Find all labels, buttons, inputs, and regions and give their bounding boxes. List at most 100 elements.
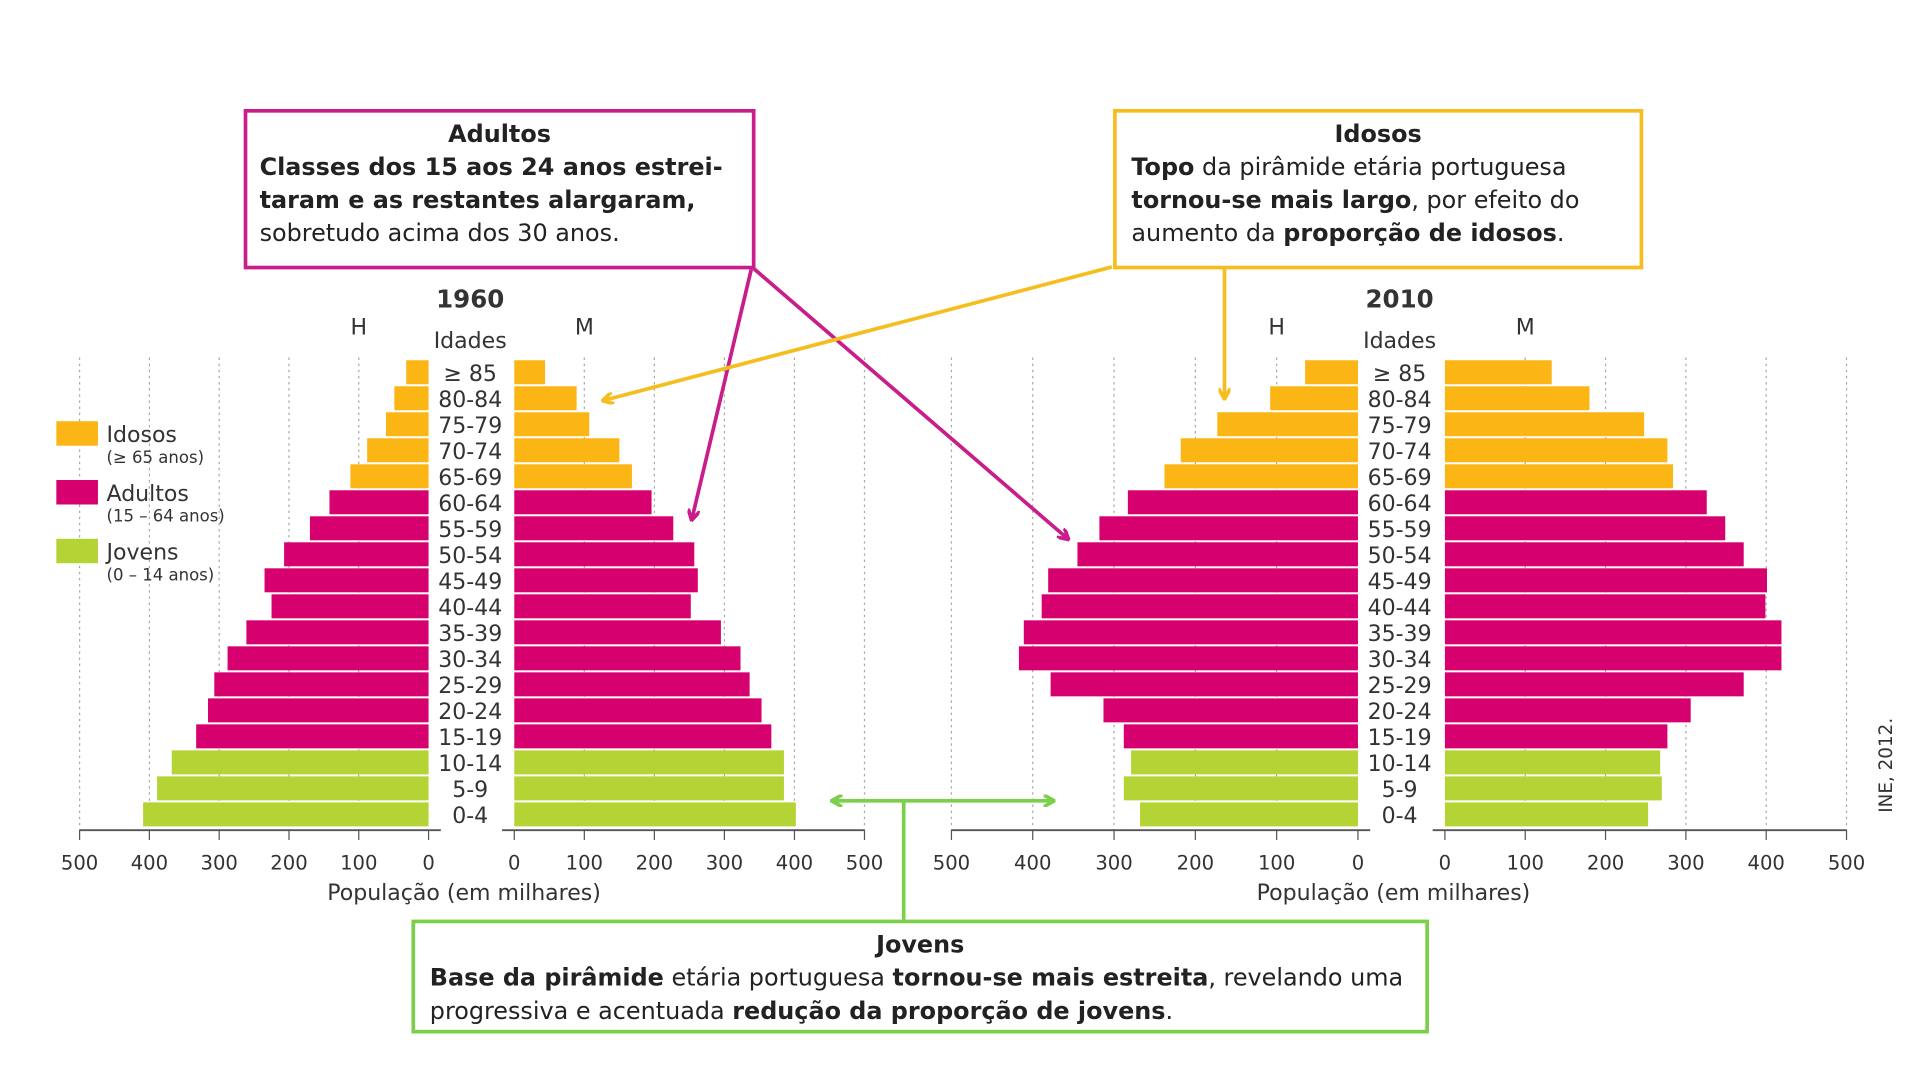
age-label: 40-44: [438, 596, 502, 621]
bar-m-55-59: [1444, 516, 1726, 541]
callout-text-segment: redução da proporção de jovens: [732, 996, 1166, 1025]
age-label: 75-79: [438, 414, 502, 439]
tick-label: 300: [1667, 851, 1704, 874]
bar-h-15-19: [1123, 724, 1358, 749]
bar-h-50-54: [1077, 542, 1358, 567]
age-label: 5-9: [452, 778, 488, 803]
pyramid-1960: 500 400 300 200 100 0 0 100 200 300 400 500 Populaçã…: [61, 284, 883, 906]
age-label: 10-14: [1368, 752, 1432, 777]
bar-m-60-64: [514, 490, 652, 515]
callout-text-segment: Topo: [1131, 153, 1195, 182]
callout-text-segment: .: [1556, 219, 1565, 248]
age-label: 0-4: [452, 804, 488, 829]
legend: Idosos(≥ 65 anos) Adultos(15 – 64 anos) Jo…: [56, 421, 225, 584]
bar-m-80-84: [1444, 386, 1590, 411]
bar-m-20-24: [514, 698, 762, 723]
annotation-arrows: [604, 265, 1225, 921]
age-label: 25-29: [1368, 674, 1432, 699]
age-label: 65-69: [1368, 466, 1432, 491]
callout-text-segment: , por efeito do aumento da: [1131, 186, 1580, 248]
tick-label: 400: [1014, 851, 1051, 874]
tick-label: 300: [1095, 851, 1132, 874]
callout-text-segment: .: [1165, 996, 1174, 1025]
bar-m-15-19: [1444, 724, 1668, 749]
bar-m-80-84: [514, 386, 577, 411]
x-axis-label: População (em milhares): [1257, 881, 1531, 906]
bar-m-45-49: [1444, 568, 1768, 593]
bar-h-≥ 85: [1305, 360, 1358, 385]
bar-m-70-74: [514, 438, 620, 463]
bar-h-50-54: [284, 542, 429, 567]
legend-sub-idosos: (≥ 65 anos): [107, 448, 205, 467]
bar-m-≥ 85: [1444, 360, 1552, 385]
adultos-arrow-1960: [692, 266, 754, 519]
age-label: 5-9: [1382, 778, 1418, 803]
bar-m-70-74: [1444, 438, 1668, 463]
age-label: 55-59: [1368, 518, 1432, 543]
jovens-callout-text: Base da pirâmide etária portuguesa torno…: [430, 964, 1403, 1025]
tick-label: 100: [340, 851, 377, 874]
bar-m-15-19: [514, 724, 772, 749]
age-label: 25-29: [438, 674, 502, 699]
source-note: INE, 2012.: [1876, 718, 1897, 813]
pyramid-2010: 500 400 300 200 100 0 0 100 200 300 400 500 Populaçã…: [933, 284, 1865, 906]
age-label: 50-54: [1368, 544, 1432, 569]
sex-label-h: H: [1268, 315, 1285, 340]
adultos-callout: Adultos Classes dos 15 aos 24 anos estre…: [243, 108, 756, 270]
bar-h-35-39: [1023, 620, 1358, 645]
bar-h-80-84: [1270, 386, 1358, 411]
age-label: 20-24: [1368, 700, 1432, 725]
tick-label: 300: [200, 851, 237, 874]
pyramid-title: 2010: [1366, 284, 1434, 313]
bar-m-10-14: [514, 750, 784, 775]
bar-m-50-54: [514, 542, 695, 567]
bar-m-30-34: [1444, 646, 1782, 671]
bar-m-5-9: [514, 776, 784, 801]
bar-h-45-49: [264, 568, 429, 593]
sex-label-m: M: [1516, 315, 1535, 340]
bar-m-65-69: [514, 464, 632, 489]
age-label: 30-34: [1368, 648, 1432, 673]
bar-m-0-4: [1444, 802, 1649, 827]
bar-h-30-34: [1018, 646, 1358, 671]
callout-text-segment: proporção de idosos: [1283, 219, 1557, 248]
bar-m-55-59: [514, 516, 674, 541]
tick-label: 200: [1177, 851, 1214, 874]
bar-m-75-79: [1444, 412, 1645, 437]
bar-h-55-59: [1099, 516, 1358, 541]
bar-h-60-64: [1127, 490, 1358, 515]
bar-m-40-44: [514, 594, 691, 619]
idosos-callout: Idosos Topo da pirâmide etária portugues…: [1113, 108, 1644, 270]
bar-h-60-64: [329, 490, 429, 515]
adultos-callout-title: Adultos: [448, 120, 551, 149]
legend-swatch-jovens: [56, 538, 98, 564]
age-label: 20-24: [438, 700, 502, 725]
age-label: 55-59: [438, 518, 502, 543]
bar-h-25-29: [214, 672, 429, 697]
bar-h-40-44: [271, 594, 429, 619]
jovens-callout: Jovens Base da pirâmide etária portugues…: [411, 919, 1429, 1034]
legend-label-jovens: Jovens: [105, 541, 179, 566]
bar-h-75-79: [385, 412, 429, 437]
tick-label: 500: [61, 851, 98, 874]
age-label: 70-74: [1368, 440, 1432, 465]
age-label: 40-44: [1368, 596, 1432, 621]
age-label: 30-34: [438, 648, 502, 673]
bar-h-15-19: [196, 724, 429, 749]
legend-swatch-adultos: [56, 480, 98, 505]
bar-h-65-69: [350, 464, 429, 489]
age-label: 70-74: [438, 440, 502, 465]
bar-m-35-39: [514, 620, 721, 645]
bar-h-45-49: [1048, 568, 1358, 593]
callout-text-segment: sobretudo acima dos 30 anos.: [259, 219, 620, 248]
bar-m-≥ 85: [514, 360, 546, 385]
bar-h-75-79: [1217, 412, 1358, 437]
age-header: Idades: [1363, 329, 1436, 354]
bar-m-65-69: [1444, 464, 1674, 489]
bar-h-55-59: [309, 516, 429, 541]
tick-label: 400: [776, 851, 813, 874]
bar-h-70-74: [1180, 438, 1358, 463]
bar-h-65-69: [1164, 464, 1358, 489]
